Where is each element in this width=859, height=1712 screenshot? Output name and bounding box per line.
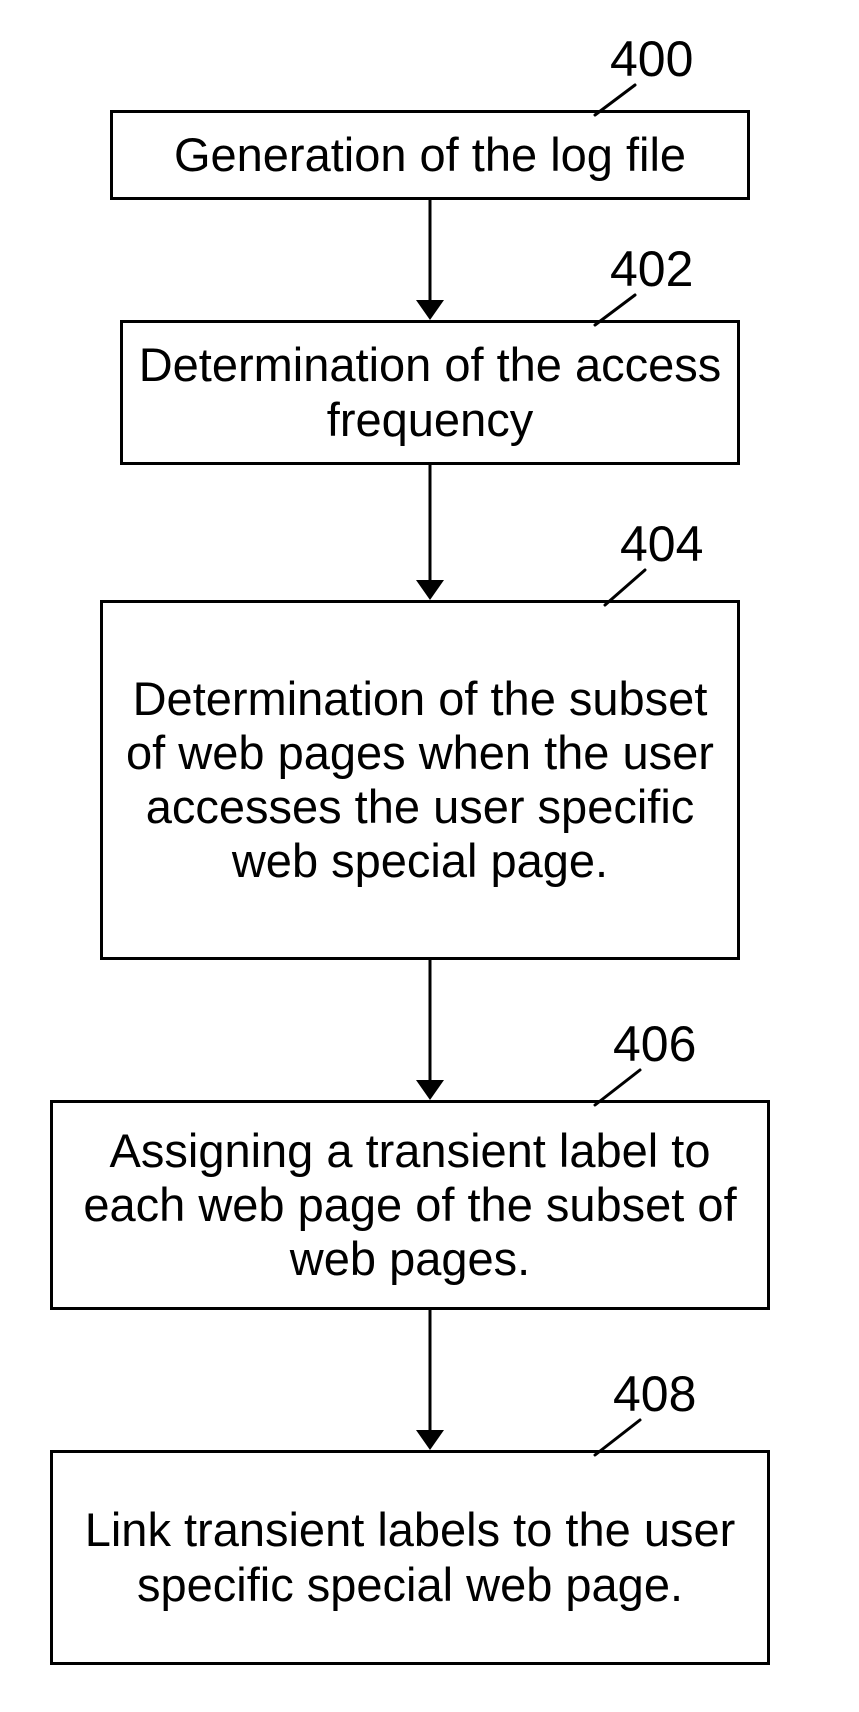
- reference-leader-line: [603, 568, 647, 607]
- flow-step-404: Determination of the subset of web pages…: [100, 600, 740, 960]
- flow-step-402: Determination of the access frequency: [120, 320, 740, 465]
- flow-step-text: Determination of the subset of web pages…: [117, 672, 723, 888]
- reference-leader-line: [593, 1418, 642, 1457]
- reference-leader-line: [593, 83, 637, 117]
- flowchart-canvas: Generation of the log file Determination …: [0, 0, 859, 1712]
- flow-arrow: [400, 200, 460, 320]
- flow-step-400: Generation of the log file: [110, 110, 750, 200]
- reference-number-408: 408: [613, 1365, 696, 1423]
- reference-number-404: 404: [620, 515, 703, 573]
- flow-step-text: Assigning a transient label to each web …: [67, 1124, 753, 1286]
- flow-step-406: Assigning a transient label to each web …: [50, 1100, 770, 1310]
- flow-arrow: [400, 1310, 460, 1450]
- reference-leader-line: [593, 1068, 642, 1107]
- reference-number-400: 400: [610, 30, 693, 88]
- reference-leader-line: [593, 293, 637, 327]
- flow-step-text: Generation of the log file: [174, 128, 686, 182]
- flow-step-text: Link transient labels to the user specif…: [67, 1503, 753, 1611]
- flow-arrow: [400, 465, 460, 600]
- reference-number-406: 406: [613, 1015, 696, 1073]
- reference-number-402: 402: [610, 240, 693, 298]
- flow-step-408: Link transient labels to the user specif…: [50, 1450, 770, 1665]
- flow-step-text: Determination of the access frequency: [137, 338, 723, 446]
- flow-arrow: [400, 960, 460, 1100]
